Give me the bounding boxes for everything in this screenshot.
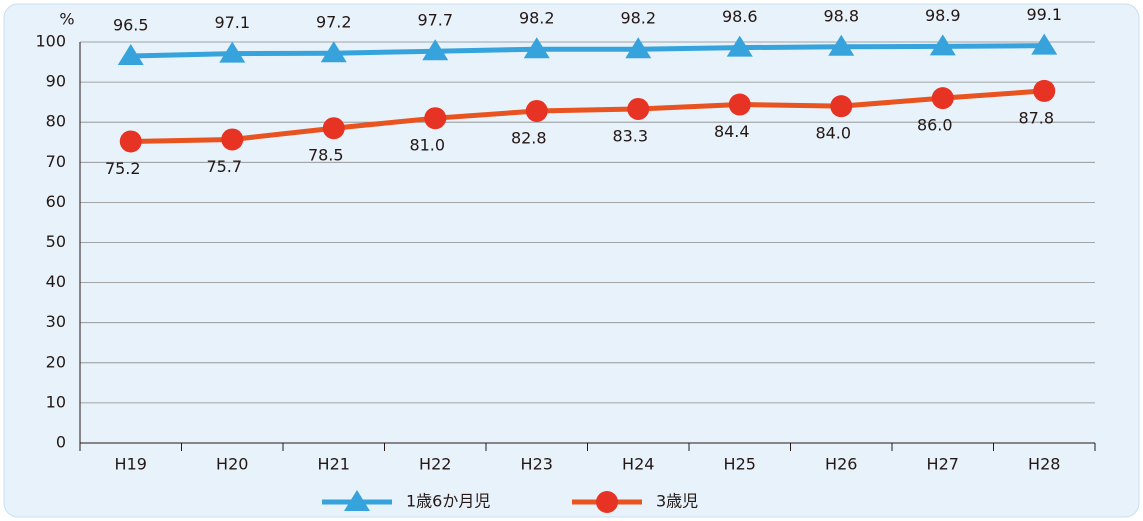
x-tick-label: H22 — [419, 455, 451, 474]
x-tick-label: H27 — [927, 455, 959, 474]
marker — [1031, 33, 1058, 55]
x-tick-label: H28 — [1028, 455, 1060, 474]
series-line — [130, 88, 1045, 144]
data-label: 81.0 — [409, 136, 445, 155]
y-tick-label: 40 — [46, 272, 66, 291]
data-label: 78.5 — [308, 146, 344, 165]
y-tick-label: 0 — [56, 433, 66, 452]
marker — [322, 117, 345, 140]
data-label: 97.1 — [214, 13, 250, 32]
data-label: 82.8 — [511, 128, 547, 147]
x-tick-label: H19 — [115, 455, 147, 474]
data-label: 75.2 — [105, 159, 141, 178]
data-label: 84.4 — [714, 122, 750, 141]
data-label: 97.2 — [316, 13, 352, 32]
y-tick-label: 10 — [46, 392, 66, 411]
x-tick-label: H21 — [318, 455, 350, 474]
x-tick-label: H20 — [216, 455, 248, 474]
marker — [523, 37, 550, 59]
legend-label: 1歳6か月児 — [406, 492, 490, 511]
marker — [119, 130, 142, 153]
marker — [931, 87, 954, 110]
data-label: 98.8 — [823, 6, 859, 25]
y-tick-label: 100 — [35, 32, 66, 51]
marker — [1033, 79, 1056, 102]
y-unit: % — [59, 10, 74, 29]
marker — [219, 41, 246, 63]
y-tick-label: 70 — [46, 152, 66, 171]
data-label: 99.1 — [1026, 5, 1062, 24]
marker — [320, 41, 347, 63]
marker — [525, 99, 548, 122]
x-tick-label: H23 — [521, 455, 553, 474]
data-label: 83.3 — [612, 126, 648, 145]
marker — [596, 491, 618, 513]
marker — [344, 490, 370, 511]
data-label: 96.5 — [113, 16, 149, 35]
marker — [726, 35, 753, 57]
data-label: 87.8 — [1018, 108, 1054, 127]
y-tick-label: 50 — [46, 232, 66, 251]
data-label: 84.0 — [815, 124, 851, 143]
x-tick-label: H24 — [622, 455, 654, 474]
x-tick-label: H25 — [724, 455, 756, 474]
y-tick-label: 60 — [46, 192, 66, 211]
panel — [3, 3, 1140, 518]
y-tick-label: 80 — [46, 112, 66, 131]
marker — [422, 39, 449, 61]
data-label: 97.7 — [417, 11, 453, 30]
y-tick-label: 20 — [46, 352, 66, 371]
marker — [828, 34, 855, 56]
data-label: 98.2 — [519, 9, 555, 28]
data-label: 98.2 — [620, 9, 656, 28]
y-tick-label: 30 — [46, 312, 66, 331]
legend-label: 3歳児 — [656, 492, 698, 511]
data-label: 86.0 — [917, 116, 953, 135]
marker — [627, 97, 650, 120]
data-label: 75.7 — [206, 157, 242, 176]
y-tick-label: 90 — [46, 72, 66, 91]
x-tick-label: H26 — [825, 455, 857, 474]
marker — [221, 128, 244, 151]
series-line — [130, 43, 1045, 59]
marker — [625, 37, 652, 59]
marker — [929, 34, 956, 56]
marker — [117, 44, 144, 66]
marker — [830, 95, 853, 118]
marker — [424, 107, 447, 130]
data-label: 98.9 — [925, 6, 961, 25]
data-label: 98.6 — [722, 7, 758, 26]
marker — [728, 93, 751, 116]
